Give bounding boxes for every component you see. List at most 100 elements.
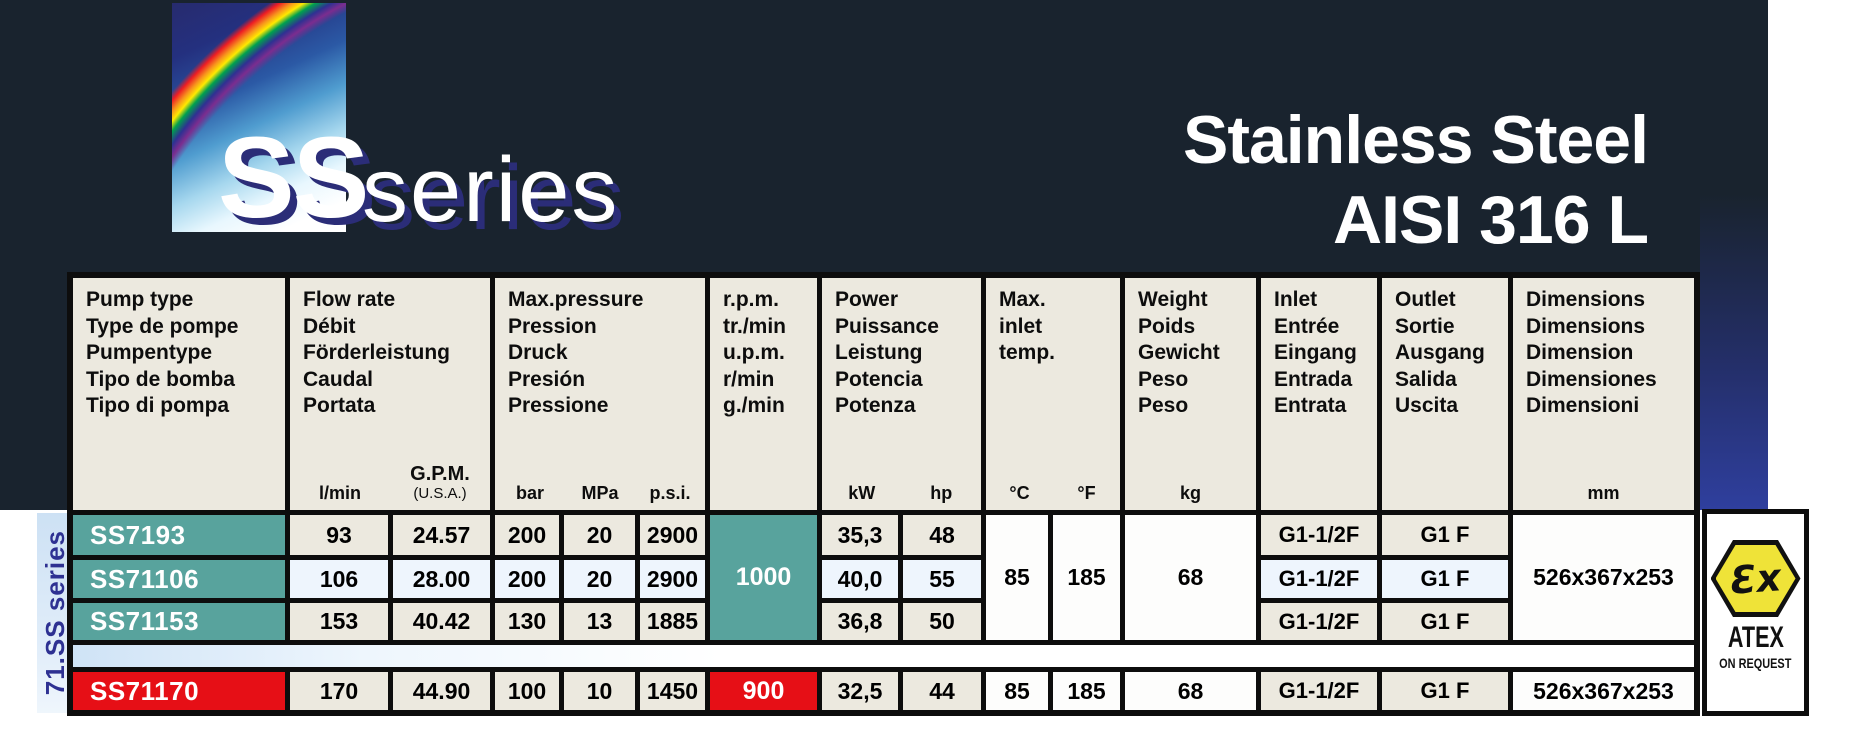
header-line: inlet (999, 314, 1043, 338)
col-header-pump-type: Pump type Type de pompe Pumpentype Tipo … (73, 278, 285, 510)
header-line: Tipo de bomba (86, 367, 235, 391)
cell-ss71106-hp: 55 (903, 560, 981, 598)
col-header-outlet: Outlet Sortie Ausgang Salida Uscita (1382, 278, 1508, 510)
logo-series: series (362, 139, 620, 241)
cell-ss71170-lmin: 170 (290, 672, 388, 710)
header-line: Presión (508, 367, 586, 391)
header-line: Uscita (1395, 394, 1459, 417)
col-header-max-inlet-temp: Max. inlet temp. °C °F (986, 278, 1120, 510)
cell-ss71170-dimensions: 526x367x253 (1513, 672, 1694, 710)
header-line: Dimensioni (1526, 394, 1640, 417)
logo-ss: SS (218, 114, 369, 242)
cell-ss71153-kw: 36,8 (822, 603, 898, 640)
col-header-power: Power Puissance Leistung Potencia Potenz… (822, 278, 981, 510)
header-line: Flow rate (303, 288, 396, 311)
cell-ss7193-bar: 200 (495, 515, 559, 555)
header-line: Dimensiones (1526, 367, 1657, 391)
header-line: Pression (508, 314, 597, 338)
cell-ss71106-kw: 40,0 (822, 560, 898, 598)
header-line: Potenza (835, 394, 916, 417)
header-line: Entrée (1274, 314, 1340, 338)
cell-ss71106-bar: 200 (495, 560, 559, 598)
cell-ss7193-lmin: 93 (290, 515, 388, 555)
cell-ss71153-mpa: 13 (564, 603, 635, 640)
header-line: Gewicht (1138, 341, 1220, 364)
header-line: Poids (1138, 314, 1196, 338)
cell-ss71153-gpm: 40.42 (393, 603, 490, 640)
cell-ss71106-psi: 2900 (640, 560, 705, 598)
rainbow-logo-image (172, 3, 346, 232)
atex-label: ATEX (1727, 621, 1784, 654)
header-line: Potencia (835, 367, 923, 391)
cell-ss71106-outlet: G1 F (1382, 560, 1508, 598)
header-line: Portata (303, 394, 376, 417)
header-line: Caudal (303, 367, 374, 391)
cell-ss71153-outlet: G1 F (1382, 603, 1508, 640)
page-title-line2: AISI 316 L (1332, 182, 1649, 258)
atex-on-request-label: ON REQUEST (1719, 655, 1792, 671)
pump-name-ss71170: SS71170 (73, 672, 285, 710)
header-line: Förderleistung (303, 341, 451, 364)
separator-band (73, 645, 1694, 667)
unit-kw: kW (848, 483, 876, 503)
unit-mpa: MPa (581, 483, 619, 503)
cell-merged-weight: 68 (1125, 515, 1256, 640)
col-header-weight: Weight Poids Gewicht Peso Peso kg (1125, 278, 1256, 510)
unit-gpm: G.P.M. (U.S.A.) (410, 463, 470, 502)
header-line: g./min (723, 394, 785, 417)
header-line: r.p.m. (723, 288, 780, 311)
cell-ss71170-bar: 100 (495, 672, 559, 710)
cell-ss71170-psi: 1450 (640, 672, 705, 710)
unit-lmin: l/min (318, 483, 361, 503)
header-line: Pump type (86, 288, 194, 311)
header-line: Max.pressure (508, 288, 644, 311)
cell-ss71106-mpa: 20 (564, 560, 635, 598)
page-title-line1: Stainless Steel (1182, 102, 1649, 178)
header-line: Max. (999, 288, 1046, 311)
cell-ss71170-mpa: 10 (564, 672, 635, 710)
cell-ss71170-rpm: 900 (710, 672, 817, 710)
header-line: Ausgang (1395, 341, 1485, 364)
pump-name-ss71106: SS71106 (73, 560, 285, 598)
header-line: Power (835, 288, 899, 311)
unit-fahrenheit: °F (1077, 483, 1096, 503)
page-title: Stainless Steel AISI 316 L (1182, 100, 1649, 260)
cell-merged-rpm: 1000 (710, 515, 817, 640)
cell-ss71153-hp: 50 (903, 603, 981, 640)
cell-ss71170-temp-f: 185 (1053, 672, 1120, 710)
cell-ss71170-inlet: G1-1/2F (1261, 672, 1377, 710)
cell-ss71170-temp-c: 85 (986, 672, 1048, 710)
cell-ss7193-outlet: G1 F (1382, 515, 1508, 555)
atex-box: Ɛx ATEX ON REQUEST (1702, 509, 1809, 716)
cell-ss71170-kw: 32,5 (822, 672, 898, 710)
cell-ss71153-lmin: 153 (290, 603, 388, 640)
cell-merged-temp-f: 185 (1053, 515, 1120, 640)
col-header-max-pressure: Max.pressure Pression Druck Presión Pres… (495, 278, 705, 510)
header-line: Leistung (835, 341, 923, 364)
header-line: Salida (1395, 367, 1457, 391)
cell-ss71153-inlet: G1-1/2F (1261, 603, 1377, 640)
unit-mm: mm (1587, 483, 1620, 503)
cell-ss71170-outlet: G1 F (1382, 672, 1508, 710)
header-line: Weight (1138, 288, 1208, 311)
header-line: Peso (1138, 367, 1189, 391)
pump-name-ss7193: SS7193 (73, 515, 285, 555)
cell-ss71153-bar: 130 (495, 603, 559, 640)
ex-hexagon-icon: Ɛx (1710, 540, 1801, 617)
unit-psi: p.s.i. (649, 483, 691, 503)
header-line: tr./min (723, 314, 787, 338)
col-header-rpm: r.p.m. tr./min u.p.m. r/min g./min (710, 278, 817, 510)
header-line: Dimension (1526, 341, 1634, 364)
header-line: Outlet (1395, 288, 1456, 311)
cell-ss71106-inlet: G1-1/2F (1261, 560, 1377, 598)
header-line: Entrada (1274, 367, 1353, 391)
series-side-label-text: 71.SS series (39, 530, 70, 696)
unit-hp: hp (930, 483, 953, 503)
cell-ss7193-inlet: G1-1/2F (1261, 515, 1377, 555)
cell-merged-temp-c: 85 (986, 515, 1048, 640)
header-line: Type de pompe (86, 314, 239, 338)
cell-ss71170-weight: 68 (1125, 672, 1256, 710)
col-header-inlet: Inlet Entrée Eingang Entrada Entrata (1261, 278, 1377, 510)
cell-ss71153-psi: 1885 (640, 603, 705, 640)
